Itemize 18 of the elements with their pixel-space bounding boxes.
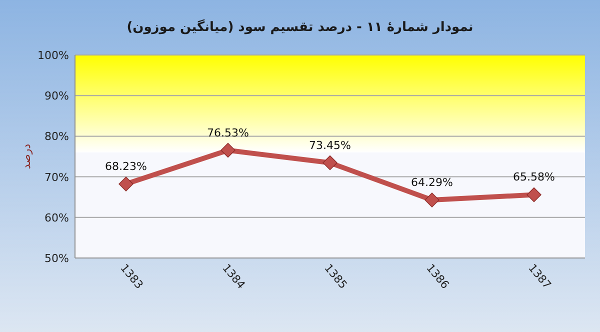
data-label: 76.53% xyxy=(207,126,249,140)
data-label: 68.23% xyxy=(105,160,147,173)
point xyxy=(322,155,338,170)
y-tick-label: 50% xyxy=(44,252,69,265)
y-tick-label: 60% xyxy=(44,211,69,224)
point xyxy=(526,187,542,202)
y-tick-label: 100% xyxy=(38,49,69,62)
y-tick-label: 80% xyxy=(44,130,69,144)
point xyxy=(424,192,440,208)
y-tick-label: 90% xyxy=(44,90,69,103)
point xyxy=(220,142,236,158)
chart-title: نمودار شمارهٔ ۱۱ - درصد تقسیم سود (میانگین موزون) xyxy=(126,19,474,35)
data-label: 65.58% xyxy=(513,170,555,184)
y-axis-title: درصد xyxy=(20,144,33,170)
y-tick-label: 70% xyxy=(44,170,69,184)
data-label: 73.45% xyxy=(309,138,351,152)
point xyxy=(118,176,134,192)
data-label: 64.29% xyxy=(411,176,453,189)
